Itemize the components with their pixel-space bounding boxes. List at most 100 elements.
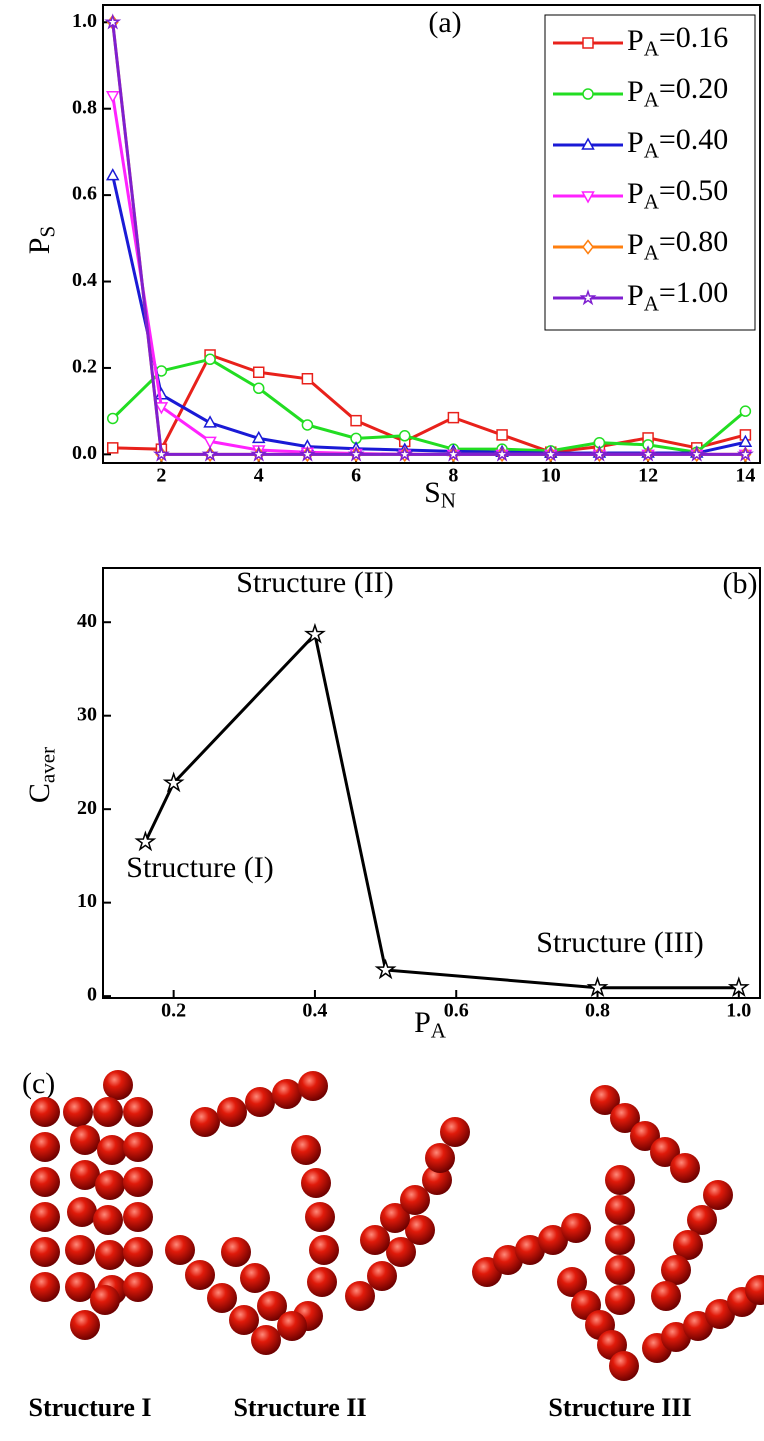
marker — [586, 976, 609, 998]
sphere — [30, 1132, 60, 1162]
sphere — [63, 1097, 93, 1127]
sphere — [298, 1071, 328, 1101]
legend-marker — [582, 88, 594, 100]
sphere — [360, 1225, 390, 1255]
sphere — [229, 1305, 259, 1335]
marker — [727, 976, 750, 998]
sphere — [30, 1097, 60, 1127]
marker — [347, 445, 365, 462]
sphere — [538, 1225, 568, 1255]
marker — [204, 353, 216, 366]
sphere — [661, 1255, 691, 1285]
marker — [396, 445, 414, 462]
structure-label: Structure I — [28, 1393, 151, 1422]
y-tick-label: 0.0 — [72, 442, 97, 464]
sphere — [301, 1168, 331, 1198]
series-line — [111, 22, 746, 456]
sphere — [123, 1202, 153, 1232]
marker — [154, 402, 169, 415]
legend-label: PA=0.80 — [627, 225, 728, 264]
sphere — [380, 1203, 410, 1233]
marker — [739, 405, 752, 417]
sphere — [609, 1351, 639, 1381]
y-tick-label: 0.4 — [72, 269, 97, 291]
marker — [374, 958, 397, 980]
sphere — [561, 1213, 591, 1243]
sphere — [123, 1132, 153, 1162]
sphere — [217, 1097, 247, 1127]
sphere — [30, 1202, 60, 1232]
sphere — [605, 1195, 635, 1225]
sphere — [90, 1285, 120, 1315]
annotation: Structure (I) — [126, 851, 273, 884]
sphere — [309, 1235, 339, 1265]
sphere — [386, 1237, 416, 1267]
chart-title: (a) — [428, 6, 461, 39]
sphere — [345, 1281, 375, 1311]
sphere — [65, 1272, 95, 1302]
sphere — [405, 1215, 435, 1245]
legend-label: PA=0.20 — [627, 72, 728, 111]
marker — [162, 771, 185, 793]
panel-label: (c) — [22, 1067, 55, 1100]
marker — [203, 415, 217, 428]
sphere — [673, 1230, 703, 1260]
marker — [298, 445, 316, 462]
sphere — [123, 1237, 153, 1267]
sphere — [367, 1261, 397, 1291]
marker — [301, 419, 314, 431]
sphere — [67, 1197, 97, 1227]
sphere — [605, 1225, 635, 1255]
marker — [444, 445, 462, 462]
sphere — [745, 1275, 764, 1305]
sphere — [605, 1255, 635, 1285]
marker — [496, 429, 508, 441]
sphere — [670, 1153, 700, 1183]
legend-marker — [582, 37, 594, 49]
sphere — [515, 1235, 545, 1265]
plot-frame — [102, 567, 761, 999]
marker — [105, 168, 120, 181]
structure-label: Structure II — [233, 1393, 366, 1422]
y-tick-label: 0 — [87, 984, 97, 1006]
series-line — [111, 357, 747, 454]
legend-label: PA=0.50 — [627, 174, 728, 213]
sphere — [590, 1085, 620, 1115]
marker — [736, 445, 754, 462]
sphere — [70, 1160, 100, 1190]
sphere — [103, 1070, 133, 1100]
series-line — [144, 631, 739, 990]
legend-box — [544, 14, 756, 331]
y-tick-label: 0.6 — [72, 183, 97, 205]
x-tick-label: 14 — [735, 465, 755, 487]
sphere — [703, 1180, 733, 1210]
x-tick-label: 12 — [638, 465, 658, 487]
marker — [447, 411, 460, 424]
marker — [252, 382, 265, 395]
marker — [203, 436, 217, 449]
sphere — [557, 1267, 587, 1297]
sphere — [683, 1311, 713, 1341]
x-tick-label: 10 — [541, 465, 561, 487]
sphere — [605, 1165, 635, 1195]
marker — [688, 445, 706, 462]
sphere — [277, 1311, 307, 1341]
sphere — [70, 1125, 100, 1155]
marker — [303, 622, 326, 644]
sphere — [70, 1310, 100, 1340]
y-tick-label: 1.0 — [72, 10, 97, 32]
sphere — [257, 1291, 287, 1321]
x-tick-label: 4 — [254, 465, 264, 487]
sphere — [272, 1079, 302, 1109]
sphere — [605, 1285, 635, 1315]
legend-marker — [581, 191, 595, 204]
sphere — [687, 1205, 717, 1235]
marker — [639, 445, 657, 462]
x-tick-label: 0.6 — [444, 1000, 469, 1022]
sphere — [305, 1202, 335, 1232]
legend-label: PA=0.16 — [627, 21, 728, 60]
marker — [250, 445, 268, 462]
sphere — [97, 1135, 127, 1165]
structures-illustration — [30, 1070, 764, 1381]
